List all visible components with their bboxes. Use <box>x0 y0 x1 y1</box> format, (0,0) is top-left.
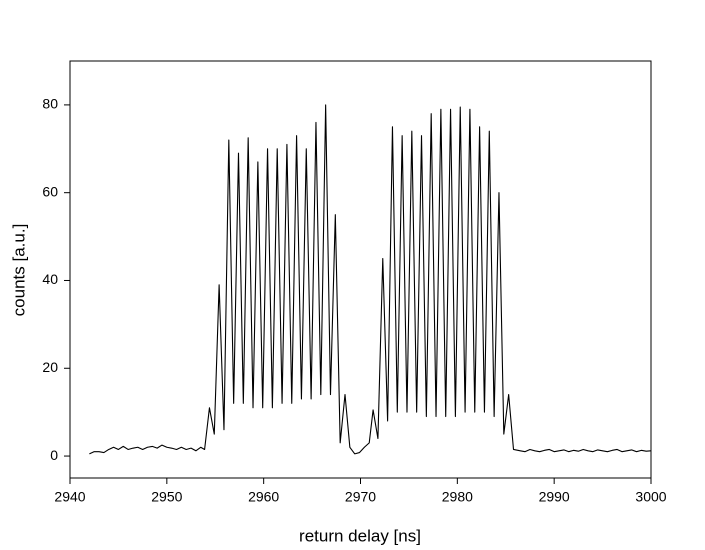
x-tick-label: 3000 <box>635 489 666 505</box>
x-tick-label: 2980 <box>442 489 473 505</box>
y-tick-label: 0 <box>50 447 58 463</box>
y-axis-label: counts [a.u.] <box>9 224 28 317</box>
y-tick-label: 60 <box>42 183 58 199</box>
x-tick-label: 2990 <box>539 489 570 505</box>
y-tick-label: 80 <box>42 96 58 112</box>
data-line <box>89 104 652 455</box>
x-axis-label: return delay [ns] <box>299 526 421 545</box>
x-tick-label: 2970 <box>345 489 376 505</box>
plot-frame <box>69 60 652 479</box>
x-tick-label: 2940 <box>54 489 85 505</box>
x-tick-label: 2950 <box>151 489 182 505</box>
y-tick-label: 40 <box>42 271 58 287</box>
x-tick-label: 2960 <box>248 489 279 505</box>
y-tick-label: 20 <box>42 359 58 375</box>
